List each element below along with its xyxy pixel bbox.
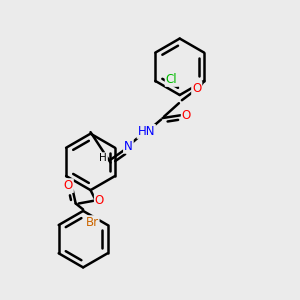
Text: HN: HN	[137, 125, 155, 138]
Text: Br: Br	[85, 216, 99, 229]
Text: O: O	[64, 179, 73, 192]
Text: H: H	[99, 153, 107, 163]
Text: Cl: Cl	[166, 73, 177, 86]
Text: O: O	[95, 194, 104, 207]
Text: N: N	[124, 140, 133, 153]
Text: O: O	[192, 82, 201, 95]
Text: O: O	[182, 109, 191, 122]
